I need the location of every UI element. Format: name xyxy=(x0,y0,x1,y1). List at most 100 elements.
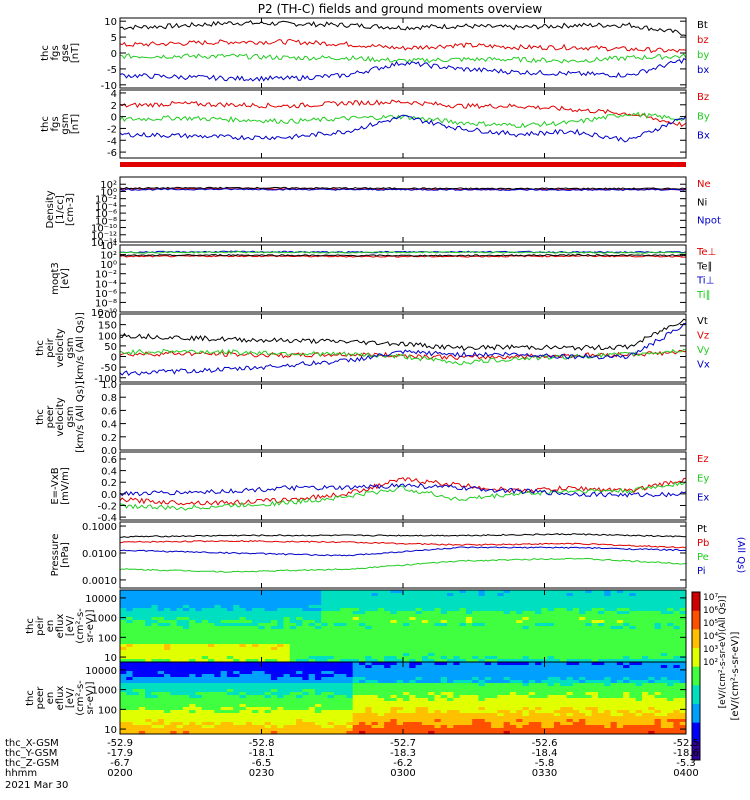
spectrogram-cell xyxy=(120,725,127,729)
spectrogram-cell xyxy=(478,626,486,630)
spectrogram-cell xyxy=(409,647,417,651)
spectrogram-cell xyxy=(604,668,612,672)
spectrogram-cell xyxy=(679,716,687,720)
spectrogram-cell xyxy=(491,614,498,618)
spectrogram-cell xyxy=(189,623,196,627)
spectrogram-cell xyxy=(176,635,184,639)
spectrogram-cell xyxy=(277,713,285,717)
spectrogram-cell xyxy=(258,683,266,687)
spectrogram-cell xyxy=(245,680,253,684)
spectrogram-cell xyxy=(226,650,234,654)
spectrogram-cell xyxy=(195,707,203,711)
spectrogram-cell xyxy=(327,590,335,594)
spectrogram-cell xyxy=(447,602,454,606)
spectrogram-cell xyxy=(528,623,536,627)
spectrogram-cell xyxy=(252,593,259,597)
spectrogram-cell xyxy=(597,707,605,711)
spectrogram-cell xyxy=(371,602,379,606)
spectrogram-cell xyxy=(591,692,599,696)
y-tick-label: -10 xyxy=(101,81,117,92)
spectrogram-cell xyxy=(170,644,178,648)
spectrogram-cell xyxy=(346,602,354,606)
spectrogram-cell xyxy=(629,629,637,633)
spectrogram-cell xyxy=(440,668,448,672)
series-line-Bx xyxy=(119,114,687,143)
y-label-line: [eV/ xyxy=(65,615,76,636)
spectrogram-cell xyxy=(220,728,228,732)
spectrogram-cell xyxy=(132,641,140,645)
spectrogram-cell xyxy=(403,665,410,669)
spectrogram-cell xyxy=(579,626,586,630)
spectrogram-cell xyxy=(403,671,410,675)
spectrogram-cell xyxy=(365,614,373,618)
spectrogram-cell xyxy=(220,641,228,645)
spectrogram-cell xyxy=(365,728,373,732)
spectrogram-cell xyxy=(346,599,354,603)
spectrogram-cell xyxy=(233,695,240,699)
spectrogram-cell xyxy=(503,650,511,654)
spectrogram-cell xyxy=(132,629,140,633)
spectrogram-cell xyxy=(679,602,687,606)
spectrogram-cell xyxy=(277,593,285,597)
spectrogram-cell xyxy=(270,692,278,696)
spectrogram-cell xyxy=(547,632,555,636)
spectrogram-cell xyxy=(497,728,505,732)
spectrogram-cell xyxy=(648,593,656,597)
spectrogram-cell xyxy=(403,635,410,639)
spectrogram-cell xyxy=(195,668,203,672)
spectrogram-cell xyxy=(535,632,542,636)
spectrogram-cell xyxy=(182,608,190,612)
spectrogram-cell xyxy=(352,701,360,705)
spectrogram-cell xyxy=(302,617,310,621)
spectrogram-cell xyxy=(120,611,127,615)
spectrogram-cell xyxy=(629,635,637,639)
spectrogram-cell xyxy=(289,698,297,702)
spectrogram-cell xyxy=(302,695,310,699)
spectrogram-cell xyxy=(233,632,240,636)
spectrogram-cell xyxy=(528,662,536,666)
spectrogram-cell xyxy=(126,728,134,732)
spectrogram-cell xyxy=(333,650,341,654)
spectrogram-cell xyxy=(403,620,410,624)
spectrogram-cell xyxy=(472,608,479,612)
spectrogram-cell xyxy=(509,602,517,606)
spectrogram-cell xyxy=(447,629,454,633)
spectrogram-cell xyxy=(654,698,662,702)
spectrogram-cell xyxy=(553,647,561,651)
spectrogram-cell xyxy=(314,689,322,693)
spectrogram-cell xyxy=(440,650,448,654)
spectrogram-cell xyxy=(371,680,379,684)
spectrogram-cell xyxy=(321,602,329,606)
spectrogram-cell xyxy=(164,629,171,633)
spectrogram-cell xyxy=(459,665,467,669)
spectrogram-cell xyxy=(421,683,429,687)
spectrogram-cell xyxy=(623,644,630,648)
spectrogram-cell xyxy=(503,686,511,690)
spectrogram-cell xyxy=(516,710,523,714)
spectrogram-cell xyxy=(333,605,341,609)
spectrogram-cell xyxy=(176,626,184,630)
spectrogram-cell xyxy=(616,662,624,666)
spectrogram-cell xyxy=(604,620,612,624)
spectrogram-cell xyxy=(629,668,637,672)
spectrogram-cell xyxy=(214,605,222,609)
spectrogram-cell xyxy=(535,653,542,657)
spectrogram-cell xyxy=(673,620,681,624)
spectrogram-cell xyxy=(226,656,234,660)
spectrogram-cell xyxy=(421,710,429,714)
spectrogram-cell xyxy=(327,626,335,630)
spectrogram-cell xyxy=(478,719,486,723)
legend-Ti∥: Ti∥ xyxy=(696,290,711,301)
spectrogram-cell xyxy=(182,695,190,699)
spectrogram-cell xyxy=(151,632,159,636)
spectrogram-cell xyxy=(509,689,517,693)
spectrogram-cell xyxy=(535,605,542,609)
x-tick-value: 0200 xyxy=(107,768,132,779)
spectrogram-cell xyxy=(239,704,247,708)
spectrogram-cell xyxy=(673,713,681,717)
spectrogram-cell xyxy=(403,692,410,696)
spectrogram-cell xyxy=(421,635,429,639)
spectrogram-cell xyxy=(208,617,215,621)
spectrogram-cell xyxy=(497,662,505,666)
spectrogram-cell xyxy=(258,671,266,675)
